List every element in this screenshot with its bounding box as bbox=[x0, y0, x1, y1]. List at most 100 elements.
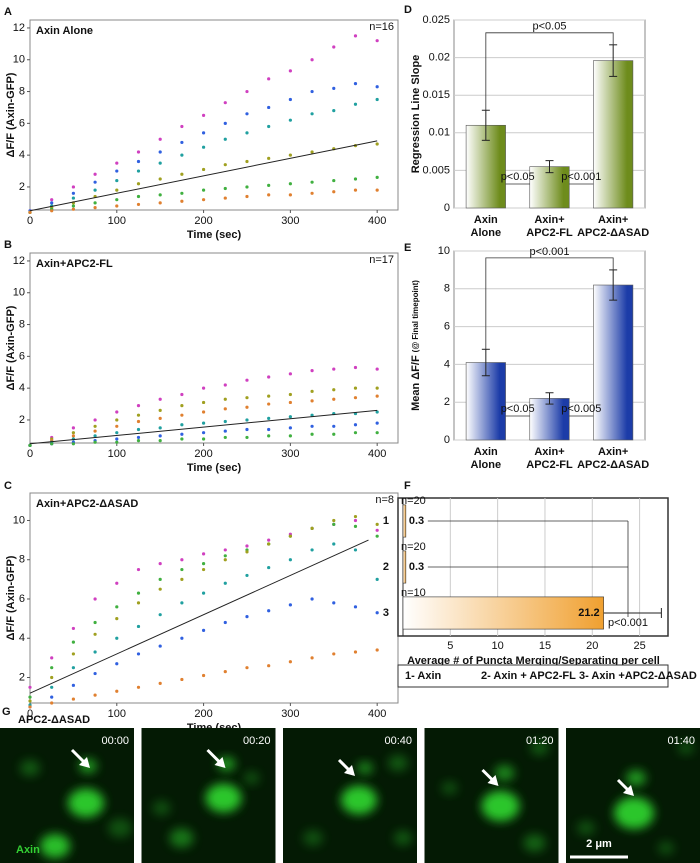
data-point bbox=[245, 159, 249, 164]
micrograph bbox=[283, 728, 417, 863]
data-point bbox=[375, 528, 379, 532]
data-point bbox=[115, 440, 119, 444]
data-point bbox=[353, 423, 358, 427]
micrograph bbox=[141, 728, 276, 863]
data-point bbox=[136, 439, 141, 443]
category-label-part: APC2-FL bbox=[526, 459, 573, 471]
data-point bbox=[136, 202, 141, 207]
data-point bbox=[158, 161, 162, 165]
bar bbox=[402, 504, 407, 538]
data-point bbox=[245, 418, 249, 422]
data-point bbox=[353, 177, 358, 181]
y-tick-label: 0.015 bbox=[422, 89, 450, 101]
data-point bbox=[223, 397, 227, 401]
p-value: p<0.05 bbox=[501, 171, 535, 183]
y-tick-label: 0.005 bbox=[422, 164, 450, 176]
arrow-head bbox=[79, 757, 90, 768]
data-point bbox=[375, 386, 379, 390]
data-point bbox=[71, 204, 75, 208]
data-point bbox=[310, 191, 314, 195]
arrow-head bbox=[344, 765, 355, 776]
data-point bbox=[245, 89, 249, 94]
regression-line bbox=[29, 539, 369, 694]
fluorescent-punctum bbox=[626, 770, 646, 786]
data-point bbox=[245, 405, 249, 409]
data-point bbox=[115, 437, 119, 441]
data-point bbox=[267, 375, 271, 379]
data-point bbox=[223, 429, 227, 433]
panel-title: Axin+APC2-FL bbox=[36, 258, 113, 270]
data-point bbox=[332, 45, 336, 49]
data-point bbox=[28, 443, 32, 447]
data-point bbox=[136, 601, 141, 605]
data-point bbox=[28, 705, 32, 709]
data-point bbox=[115, 662, 119, 666]
data-point bbox=[353, 524, 358, 528]
data-point bbox=[375, 175, 379, 180]
data-point bbox=[201, 437, 206, 441]
data-point bbox=[201, 591, 206, 595]
x-tick-label: 20 bbox=[586, 640, 598, 652]
fluorescent-punctum bbox=[658, 841, 674, 855]
x-tick-label: 400 bbox=[368, 448, 386, 460]
fluorescent-punctum bbox=[441, 781, 458, 795]
data-point bbox=[201, 113, 206, 117]
data-point bbox=[180, 577, 184, 581]
category-label-part: APC2-ΔASAD bbox=[577, 459, 649, 471]
data-point bbox=[93, 434, 97, 438]
data-point bbox=[310, 656, 314, 660]
data-point bbox=[71, 652, 75, 656]
data-point bbox=[180, 140, 184, 145]
data-point bbox=[71, 207, 75, 211]
sample-size: n=20 bbox=[401, 541, 426, 553]
data-point bbox=[201, 400, 206, 405]
data-point bbox=[180, 601, 184, 605]
data-point bbox=[158, 439, 162, 443]
data-point bbox=[353, 34, 358, 38]
y-tick-label: 2 bbox=[19, 181, 25, 193]
timestamp: 01:20 bbox=[526, 735, 554, 747]
category-label: Axin Alone bbox=[471, 446, 502, 471]
data-point bbox=[223, 163, 227, 167]
data-point bbox=[332, 424, 336, 428]
data-point bbox=[136, 435, 141, 440]
panel-letter: B bbox=[4, 239, 12, 251]
data-point bbox=[288, 193, 292, 197]
x-axis-label: Average # of Puncta Merging/Separating p… bbox=[407, 655, 660, 667]
x-tick-label: 300 bbox=[281, 708, 299, 720]
data-point bbox=[332, 109, 336, 113]
legend-entry: 3- Axin +APC2-ΔASAD bbox=[579, 670, 697, 682]
sample-size: n=8 bbox=[375, 494, 394, 506]
arrow-head bbox=[214, 757, 226, 768]
data-point bbox=[332, 190, 336, 194]
data-point bbox=[158, 150, 162, 154]
data-point bbox=[353, 396, 358, 400]
data-point bbox=[115, 198, 119, 202]
value-label: 21.2 bbox=[578, 607, 599, 619]
data-point bbox=[71, 697, 75, 701]
data-point bbox=[28, 210, 32, 214]
error-bar bbox=[545, 160, 554, 174]
data-point bbox=[310, 548, 314, 552]
data-point bbox=[71, 431, 75, 435]
sample-size: n=16 bbox=[369, 21, 394, 33]
data-point bbox=[115, 581, 119, 585]
fluorescent-punctum bbox=[523, 834, 546, 852]
data-point bbox=[375, 85, 379, 89]
data-point bbox=[28, 699, 32, 703]
data-point bbox=[93, 172, 97, 176]
data-point bbox=[223, 137, 227, 141]
fluorescent-punctum bbox=[341, 785, 377, 815]
category-label: Axin+ APC2-ΔASAD bbox=[577, 214, 649, 239]
data-point bbox=[223, 669, 227, 674]
data-point bbox=[375, 421, 379, 425]
data-point bbox=[71, 426, 75, 430]
data-point bbox=[288, 69, 292, 73]
y-tick-label: 8 bbox=[19, 85, 25, 97]
category-label: Axin+ APC2-ΔASAD bbox=[577, 446, 649, 471]
data-point bbox=[115, 617, 119, 621]
x-tick-label: 100 bbox=[108, 448, 126, 460]
y-axis-label: ΔF/F (Axin-GFP) bbox=[5, 305, 17, 390]
fluorescent-punctum bbox=[243, 771, 260, 785]
